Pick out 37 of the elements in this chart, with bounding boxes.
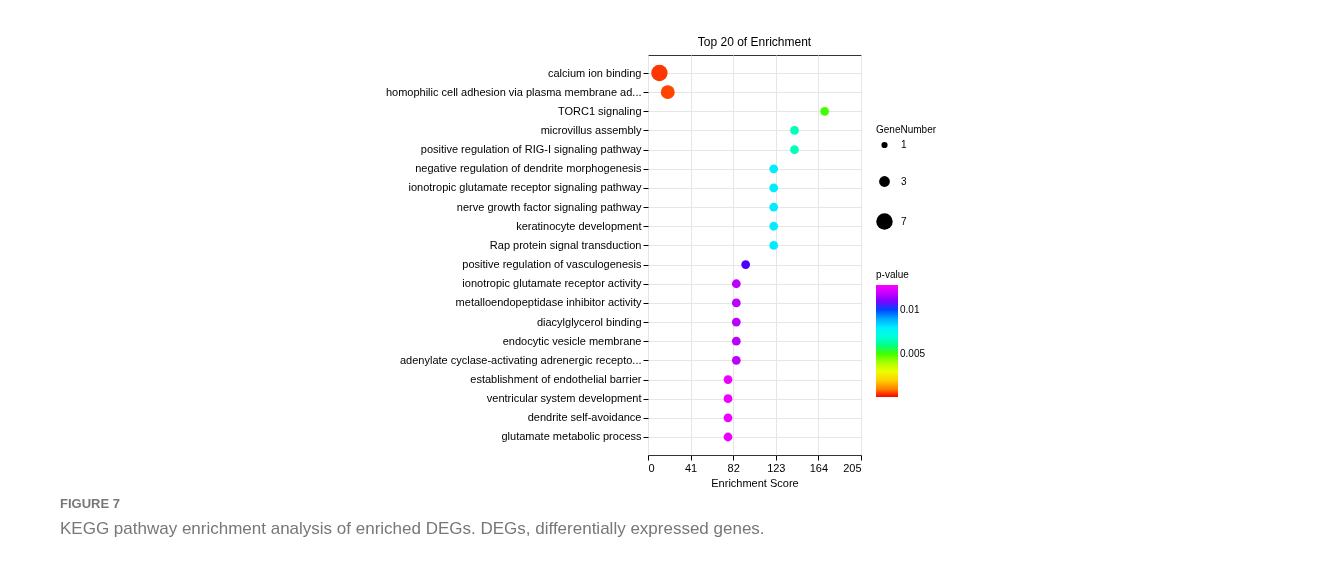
y-tick-label: ventricular system development (486, 392, 642, 405)
y-tick-label: endocytic vesicle membrane (502, 334, 642, 347)
y-tick-label: positive regulation of RIG-I signaling pathway (420, 143, 642, 156)
legend-title: GeneNumber (876, 124, 937, 135)
y-tick-label: TORC1 signaling (557, 104, 642, 117)
y-tick-label: microvillus assembly (540, 123, 642, 136)
x-tick-label: 123 (767, 461, 786, 474)
y-tick-label: adenylate cyclase-activating adrenergic recepto... (399, 353, 642, 366)
x-tick-label: 41 (684, 461, 698, 474)
y-tick-label: ionotropic glutamate receptor activity (462, 277, 642, 290)
legend-label: 7 (901, 215, 907, 227)
y-tick-label: nerve growth factor signaling pathway (456, 200, 642, 213)
y-tick-label: negative regulation of dendrite morphogenesis (415, 162, 642, 175)
legend-label: 1 (901, 139, 907, 150)
x-tick-label: 82 (727, 461, 740, 474)
y-tick-label: metalloendopeptidase inhibitor activity (455, 296, 642, 309)
y-tick-label: glutamate metabolic process (501, 430, 642, 443)
y-tick-label: ionotropic glutamate receptor signaling pathway (408, 181, 642, 194)
caption: FIGURE 7 (60, 496, 121, 511)
y-tick-label: positive regulation of vasculogenesis (462, 258, 642, 271)
y-tick-label: diacylglycerol binding (536, 315, 642, 328)
y-tick-label: homophilic cell adhesion via plasma membrane ad... (385, 85, 642, 98)
text: KEGG pathway enrichment analysis of enriched DEGs. DEGs, differentially expressed genes. (60, 519, 765, 539)
chart-title: Top 20 of Enrichment (697, 35, 812, 49)
x-tick-label: 0 (648, 461, 655, 474)
x-tick-label: 164 (809, 461, 829, 474)
legend-label: 3 (901, 175, 907, 187)
color-bar-label: 0.01 (900, 303, 920, 315)
y-tick-label: dendrite self-avoidance (527, 411, 642, 424)
y-tick-label: calcium ion binding (547, 66, 642, 79)
y-tick-label: establishment of endothelial barrier (470, 373, 642, 386)
x-axis-title: Enrichment Score (711, 476, 799, 489)
color-bar-title: p-value (876, 269, 910, 280)
y-tick-label: keratinocyte development (516, 219, 642, 232)
color-bar-label: 0.005 (900, 347, 926, 359)
x-tick-label: 205 (843, 461, 862, 474)
y-tick-label: Rap protein signal transduction (489, 238, 642, 251)
